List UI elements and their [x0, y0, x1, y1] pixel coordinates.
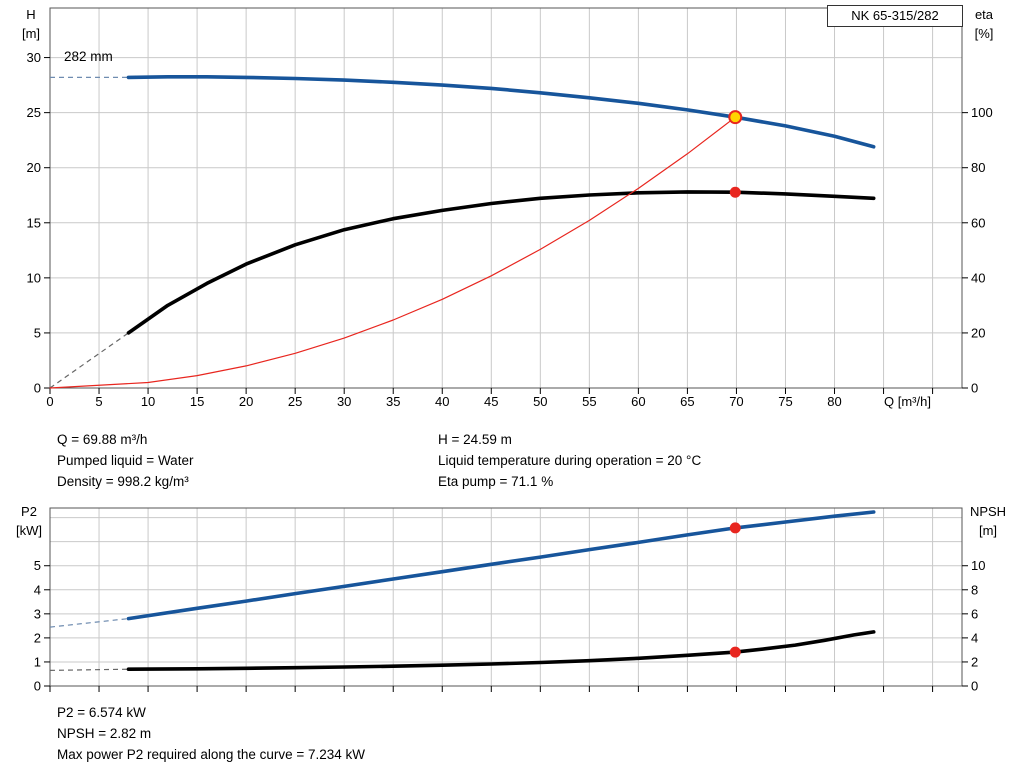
x-axis-title: Q [m³/h]	[884, 394, 931, 409]
right-tick-label: 8	[971, 582, 978, 597]
left-tick-label: 4	[34, 582, 41, 597]
left-axis-unit: [m]	[22, 26, 40, 41]
left-tick-label: 30	[27, 50, 41, 65]
npsh-curve	[126, 630, 876, 671]
readout-max-power: Max power P2 required along the curve = …	[57, 747, 366, 762]
axis-labels: 0 5 10 15 20 25 30 0 20 40 60 80 100 0 5 10 15 20 25 30 35 40…	[22, 7, 994, 409]
right-axis-title: NPSH	[970, 504, 1006, 519]
readout-p2: P2 = 6.574 kW	[57, 705, 146, 720]
right-tick-label: 10	[971, 558, 985, 573]
x-tick-label: 60	[631, 394, 645, 409]
right-axis-unit: [%]	[975, 26, 994, 41]
x-tick-label: 35	[386, 394, 400, 409]
plot-border	[49, 7, 963, 389]
left-tick-label: 0	[34, 381, 41, 396]
x-tick-label: 75	[778, 394, 792, 409]
readout-npsh: NPSH = 2.82 m	[57, 726, 152, 741]
right-tick-label: 2	[971, 654, 978, 669]
duty-readout-left: Q = 69.88 m³/h Pumped liquid = Water Den…	[57, 429, 193, 492]
left-tick-label: 2	[34, 630, 41, 645]
right-axis-unit: [m]	[979, 523, 997, 538]
x-tick-label: 50	[533, 394, 547, 409]
x-tick-label: 5	[95, 394, 102, 409]
x-tick-label: 80	[827, 394, 841, 409]
readout-density: Density = 998.2 kg/m³	[57, 474, 189, 489]
left-tick-label: 25	[27, 105, 41, 120]
x-tick-label: 25	[288, 394, 302, 409]
x-tick-label: 10	[141, 394, 155, 409]
right-tick-label: 20	[971, 325, 985, 340]
right-tick-label: 0	[971, 381, 978, 396]
x-tick-label: 0	[46, 394, 53, 409]
readout-flow: Q = 69.88 m³/h	[57, 432, 148, 447]
right-tick-label: 0	[971, 679, 978, 694]
left-tick-label: 10	[27, 270, 41, 285]
efficiency-curve	[126, 190, 876, 335]
readout-temperature: Liquid temperature during operation = 20…	[438, 453, 702, 468]
right-tick-label: 80	[971, 160, 985, 175]
x-tick-label: 55	[582, 394, 596, 409]
power-readout: P2 = 6.574 kW NPSH = 2.82 m Max power P2…	[57, 702, 365, 765]
readout-eta: Eta pump = 71.1 %	[438, 474, 554, 489]
gridlines	[50, 508, 962, 686]
duty-readout-right: H = 24.59 m Liquid temperature during op…	[438, 429, 701, 492]
right-tick-label: 60	[971, 215, 985, 230]
x-tick-label: 40	[435, 394, 449, 409]
right-tick-label: 40	[971, 270, 985, 285]
left-axis-title: P2	[21, 504, 37, 519]
x-tick-label: 65	[680, 394, 694, 409]
readout-head: H = 24.59 m	[438, 432, 512, 447]
axis-labels: 0 1 2 3 4 5 0 2 4 6 8 10 P2 [kW] NPSH [m]	[16, 504, 1006, 694]
p2-npsh-chart: 0 1 2 3 4 5 0 2 4 6 8 10 P2 [kW] NPSH [m]	[16, 504, 1006, 694]
npsh-curve-lead-in	[49, 668, 129, 671]
hq-chart: 0 5 10 15 20 25 30 0 20 40 60 80 100 0 5 10 15 20 25 30 35 40…	[22, 7, 994, 409]
axis-ticks	[44, 565, 968, 692]
right-tick-label: 4	[971, 630, 978, 645]
pump-type-label: NK 65-315/282	[827, 5, 963, 27]
npsh-duty-point[interactable]	[729, 646, 741, 658]
system-curve	[49, 116, 736, 389]
left-tick-label: 20	[27, 160, 41, 175]
p2-curve	[126, 510, 876, 621]
p2-curve-lead-in	[49, 618, 129, 628]
left-tick-label: 5	[34, 558, 41, 573]
head-curve	[126, 75, 876, 149]
axis-ticks	[44, 57, 968, 394]
p2-duty-point[interactable]	[729, 522, 741, 534]
left-axis-unit: [kW]	[16, 523, 42, 538]
x-tick-label: 20	[239, 394, 253, 409]
readout-liquid: Pumped liquid = Water	[57, 453, 194, 468]
efficiency-curve-lead-in	[49, 332, 129, 389]
right-tick-label: 100	[971, 105, 993, 120]
left-tick-label: 0	[34, 679, 41, 694]
left-tick-label: 5	[34, 325, 41, 340]
gridlines	[50, 8, 962, 388]
efficiency-point[interactable]	[729, 186, 741, 198]
x-tick-label: 15	[190, 394, 204, 409]
right-tick-label: 6	[971, 606, 978, 621]
left-tick-label: 15	[27, 215, 41, 230]
x-tick-label: 70	[729, 394, 743, 409]
left-tick-label: 3	[34, 606, 41, 621]
duty-point[interactable]	[728, 110, 743, 125]
impeller-diameter-label: 282 mm	[64, 49, 113, 64]
plot-border	[49, 507, 963, 687]
x-tick-label: 30	[337, 394, 351, 409]
right-axis-title: eta	[975, 7, 994, 22]
left-axis-title: H	[26, 7, 35, 22]
x-tick-label: 45	[484, 394, 498, 409]
left-tick-label: 1	[34, 654, 41, 669]
